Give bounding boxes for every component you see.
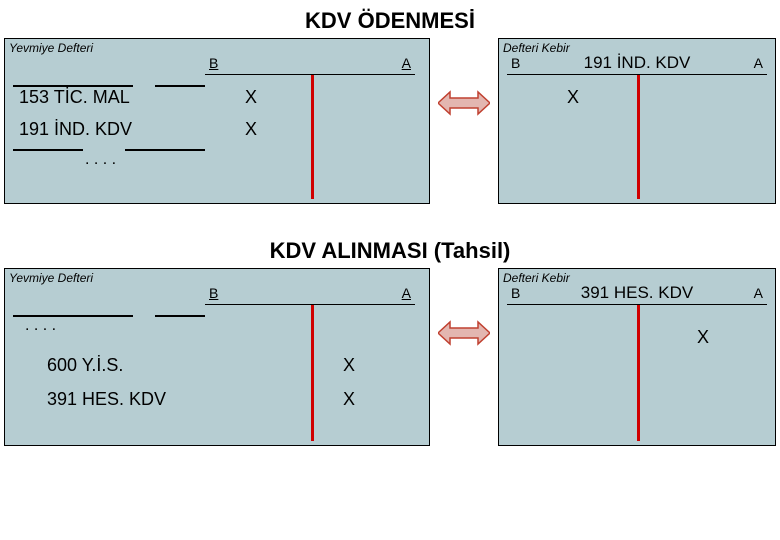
yevmiye1-stem [311,75,314,199]
kebir2-a: A [754,285,763,301]
yevmiye-panel-1: Yevmiye Defteri B A 153 TİC. MAL X 191 İ… [4,38,430,204]
kebir1-stem [637,75,640,199]
yevmiye2-t-header: B A [205,283,415,305]
kebir2-stem [637,305,640,441]
yevmiye2-stem [311,305,314,441]
yevmiye1-t-header: B A [205,53,415,75]
yevmiye1-a: A [402,55,411,71]
row2-label: 191 İND. KDV [19,119,132,140]
kebir2-x: X [697,327,709,348]
s2-row0-dots: . . . . [25,317,56,335]
kebir1-x: X [567,87,579,108]
row1-ul2 [155,85,205,87]
kebir1-a: A [754,55,763,71]
arrow-1 [438,90,490,116]
row3-dots: . . . . [85,151,116,169]
arrow-2 [438,320,490,346]
yevmiye-panel-2: Yevmiye Defteri B A . . . . 600 Y.İ.S. X… [4,268,430,446]
row3-ul [13,149,83,151]
kebir1-title: 191 İND. KDV [507,53,767,73]
row1-label: 153 TİC. MAL [19,87,130,108]
title-alinmasi: KDV ALINMASI (Tahsil) [0,234,780,268]
s2-row2-label: 391 HES. KDV [47,389,166,410]
s2-row2-x: X [343,389,355,410]
section-odenmesi: Yevmiye Defteri B A 153 TİC. MAL X 191 İ… [0,38,780,206]
kebir-panel-2: Defteri Kebir B 391 HES. KDV A X [498,268,776,446]
row3-ul2 [125,149,205,151]
kebir-panel-1: Defteri Kebir B 191 İND. KDV A X [498,38,776,204]
kebir2-t-header: B 391 HES. KDV A [507,283,767,305]
yevmiye1-b: B [209,55,218,71]
row2-x: X [245,119,257,140]
yevmiye2-b: B [209,285,218,301]
section-alinmasi: Yevmiye Defteri B A . . . . 600 Y.İ.S. X… [0,268,780,448]
s2-row1-label: 600 Y.İ.S. [47,355,123,376]
s2-row0-ul2 [155,315,205,317]
yevmiye2-a: A [402,285,411,301]
title-odenmesi: KDV ÖDENMESİ [0,0,780,38]
s2-row1-x: X [343,355,355,376]
kebir1-t-header: B 191 İND. KDV A [507,53,767,75]
kebir2-title: 391 HES. KDV [507,283,767,303]
row1-x: X [245,87,257,108]
